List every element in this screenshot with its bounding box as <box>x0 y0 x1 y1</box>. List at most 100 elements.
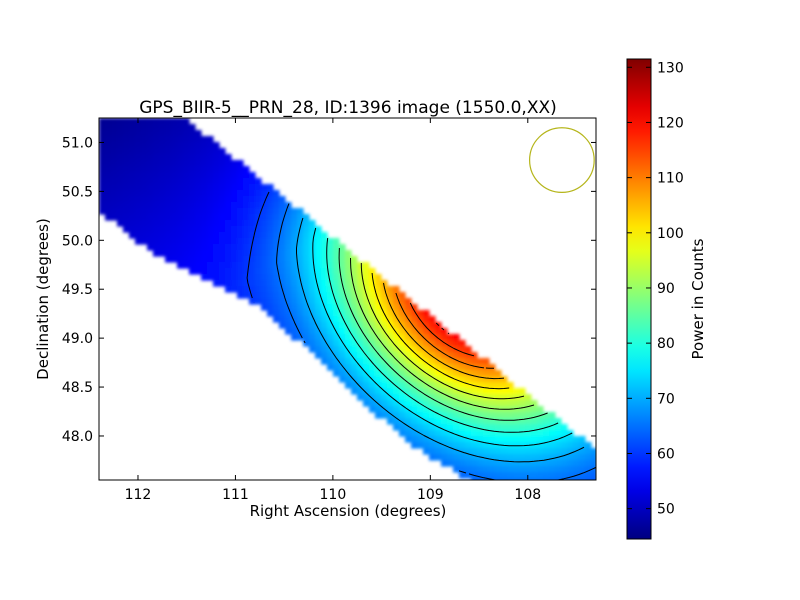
heatmap-cell <box>375 322 382 329</box>
heatmap-cell <box>459 472 466 479</box>
heatmap-cell <box>303 238 310 245</box>
heatmap-cell <box>339 304 346 311</box>
heatmap-cell <box>549 454 556 461</box>
heatmap-cell <box>147 178 154 185</box>
heatmap-cell <box>111 178 118 185</box>
heatmap-cell <box>303 316 310 323</box>
heatmap-cell <box>351 292 358 299</box>
heatmap-cell <box>363 382 370 389</box>
heatmap-cell <box>441 424 448 431</box>
heatmap-cell <box>459 406 466 413</box>
heatmap-cell <box>135 220 142 227</box>
heatmap-cell <box>105 136 112 143</box>
contour-line-0 <box>246 191 270 303</box>
heatmap-cell <box>375 352 382 359</box>
heatmap-cell <box>279 196 286 203</box>
heatmap-cell <box>525 400 532 407</box>
heatmap-cell <box>531 466 538 473</box>
heatmap-cell <box>249 232 256 239</box>
heatmap-cell <box>399 346 406 353</box>
heatmap-cell <box>213 280 220 287</box>
heatmap-cell <box>405 328 412 335</box>
heatmap-cell <box>315 346 322 353</box>
heatmap-cell <box>123 160 130 167</box>
heatmap-cell <box>123 154 130 161</box>
heatmap-cell <box>501 394 508 401</box>
heatmap-cell <box>369 394 376 401</box>
heatmap-cell <box>183 142 190 149</box>
heatmap-cell <box>141 208 148 215</box>
heatmap-cell <box>273 202 280 209</box>
heatmap-cell <box>237 262 244 269</box>
heatmap-cell <box>315 274 322 281</box>
heatmap-cell <box>417 310 424 317</box>
y-tick-label: 51.0 <box>62 135 93 151</box>
heatmap-cell <box>183 190 190 197</box>
heatmap-cell <box>195 172 202 179</box>
heatmap-cell <box>591 448 596 455</box>
heatmap-cell <box>279 268 286 275</box>
heatmap-cell <box>561 460 568 467</box>
heatmap-cell <box>255 214 262 221</box>
heatmap-cell <box>495 412 502 419</box>
heatmap-cell <box>429 400 436 407</box>
heatmap-cell <box>429 382 436 389</box>
heatmap-cell <box>399 304 406 311</box>
heatmap-cell <box>135 238 142 245</box>
heatmap-cell <box>453 430 460 437</box>
heatmap-cell <box>225 238 232 245</box>
heatmap-cell <box>435 400 442 407</box>
heatmap-cell <box>111 202 118 209</box>
heatmap-cell <box>357 388 364 395</box>
heatmap-cell <box>561 436 568 443</box>
heatmap-cell <box>261 244 268 251</box>
heatmap-cell <box>357 358 364 365</box>
heatmap-cell <box>567 442 574 449</box>
y-axis: 48.048.549.049.550.050.551.0 <box>62 135 596 445</box>
heatmap-cell <box>477 466 484 473</box>
heatmap-cell <box>315 256 322 263</box>
heatmap-cell <box>201 244 208 251</box>
heatmap-cell <box>375 394 382 401</box>
heatmap-cell <box>177 250 184 257</box>
heatmap-cell <box>303 220 310 227</box>
heatmap-cell <box>159 124 166 131</box>
heatmap-cell <box>117 130 124 137</box>
heatmap-cell <box>243 214 250 221</box>
heatmap-cell <box>261 286 268 293</box>
heatmap-cell <box>459 346 466 353</box>
heatmap-cell <box>345 316 352 323</box>
heatmap-cell <box>393 286 400 293</box>
heatmap-cell <box>351 346 358 353</box>
heatmap-cell <box>177 166 184 173</box>
heatmap-cell <box>399 298 406 305</box>
heatmap-cell <box>195 196 202 203</box>
heatmap-cell <box>345 322 352 329</box>
heatmap-cell <box>105 190 112 197</box>
heatmap-cell <box>549 430 556 437</box>
heatmap-cell <box>273 208 280 215</box>
heatmap-cell <box>165 214 172 221</box>
heatmap-cell <box>279 238 286 245</box>
heatmap-cell <box>111 190 118 197</box>
heatmap-cell <box>321 358 328 365</box>
heatmap-cell <box>231 238 238 245</box>
heatmap-cell <box>153 214 160 221</box>
heatmap-cell <box>171 220 178 227</box>
heatmap-cell <box>297 298 304 305</box>
heatmap-cell <box>171 226 178 233</box>
heatmap-cell <box>291 262 298 269</box>
heatmap-cell <box>105 148 112 155</box>
heatmap-cell <box>219 238 226 245</box>
heatmap-cell <box>525 478 532 480</box>
heatmap-cell <box>363 298 370 305</box>
heatmap-cell <box>219 262 226 269</box>
heatmap-cell <box>279 274 286 281</box>
heatmap-cell <box>465 460 472 467</box>
heatmap-cell <box>327 322 334 329</box>
heatmap-cell <box>567 466 574 473</box>
heatmap-cell <box>315 328 322 335</box>
heatmap-cell <box>255 232 262 239</box>
heatmap-cell <box>171 178 178 185</box>
heatmap-cell <box>315 322 322 329</box>
